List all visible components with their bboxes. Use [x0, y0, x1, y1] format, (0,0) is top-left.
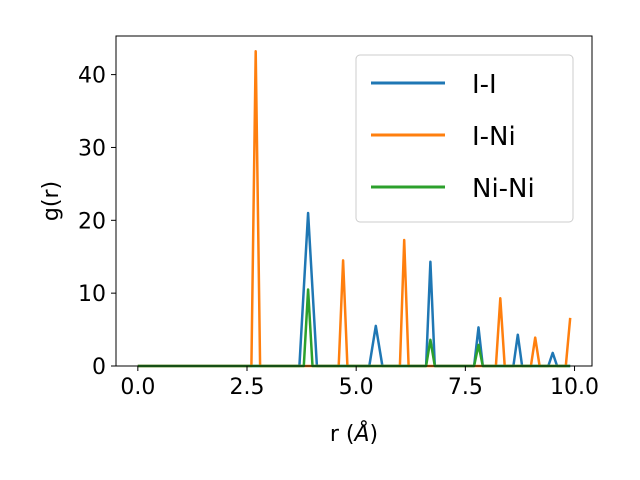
- x-tick-label: 2.5: [230, 375, 265, 400]
- legend-box: [355, 54, 574, 223]
- y-axis-label: g(r): [39, 181, 64, 221]
- series-line-2: [137, 50, 572, 368]
- legend-label: Ni-Ni: [472, 174, 535, 204]
- y-tick-label: 20: [78, 209, 106, 234]
- y-tick-label: 0: [92, 355, 106, 380]
- x-tick-label: 5.0: [339, 375, 374, 400]
- legend-label: I-I: [472, 70, 497, 100]
- legend: I-I I-Ni Ni-Ni: [355, 54, 574, 223]
- y-axis: 0 10 20 30 40: [78, 64, 116, 380]
- series-line-3: [137, 288, 571, 368]
- x-axis: 0.0 2.5 5.0 7.5 10.0: [120, 366, 599, 400]
- y-tick-label: 40: [78, 64, 106, 89]
- x-axis-label: r (Å): [330, 420, 378, 447]
- x-tick-label: 7.5: [448, 375, 483, 400]
- legend-label: I-Ni: [472, 122, 516, 152]
- y-tick-label: 30: [78, 136, 106, 161]
- plot-frame: [115, 35, 593, 367]
- x-tick-label: 10.0: [550, 375, 599, 400]
- x-tick-label: 0.0: [120, 375, 155, 400]
- y-tick-label: 10: [78, 282, 106, 307]
